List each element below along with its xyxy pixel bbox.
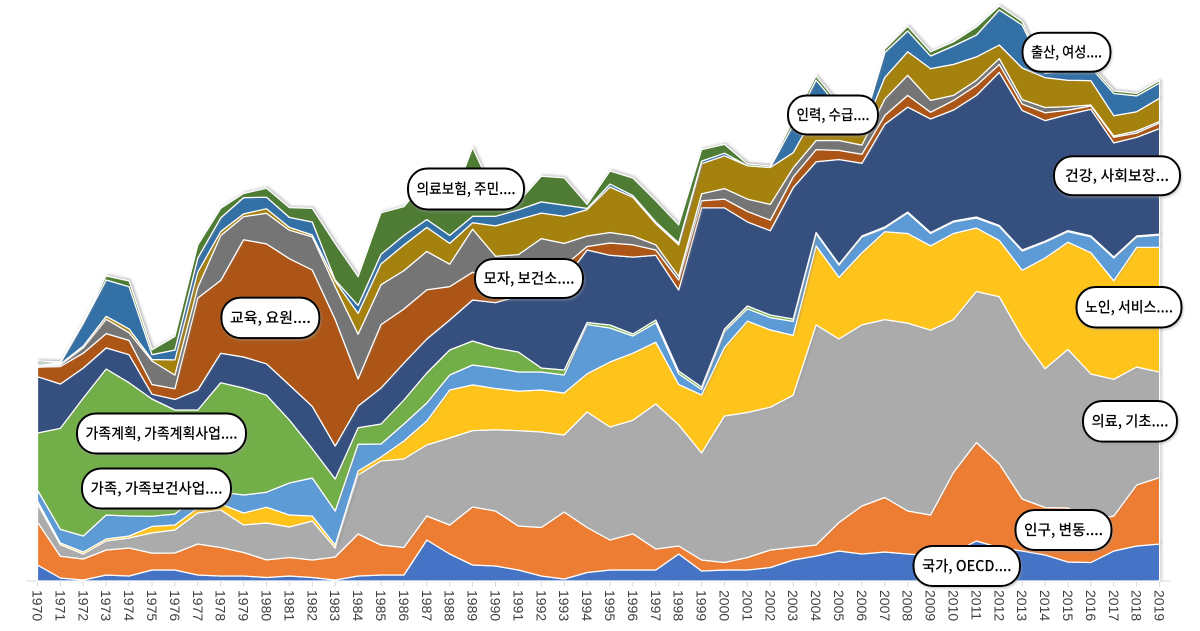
svg-text:1973: 1973 bbox=[98, 590, 114, 621]
svg-text:1991: 1991 bbox=[510, 590, 526, 621]
svg-text:2004: 2004 bbox=[808, 590, 824, 621]
svg-text:2016: 2016 bbox=[1083, 590, 1099, 621]
svg-text:1971: 1971 bbox=[52, 590, 68, 621]
svg-text:1982: 1982 bbox=[304, 590, 320, 621]
svg-text:1972: 1972 bbox=[75, 590, 91, 621]
svg-text:1987: 1987 bbox=[419, 590, 435, 621]
svg-text:1983: 1983 bbox=[327, 590, 343, 621]
svg-text:1985: 1985 bbox=[373, 590, 389, 621]
svg-text:2007: 2007 bbox=[877, 590, 893, 621]
svg-text:2011: 2011 bbox=[968, 590, 984, 620]
svg-text:1977: 1977 bbox=[190, 590, 206, 621]
svg-text:2017: 2017 bbox=[1106, 590, 1122, 621]
svg-text:1996: 1996 bbox=[625, 590, 641, 621]
svg-text:2009: 2009 bbox=[923, 590, 939, 621]
svg-text:2003: 2003 bbox=[785, 590, 801, 621]
svg-text:2010: 2010 bbox=[946, 590, 962, 621]
svg-text:1989: 1989 bbox=[465, 590, 481, 621]
svg-text:1997: 1997 bbox=[648, 590, 664, 621]
svg-text:1984: 1984 bbox=[350, 590, 366, 621]
svg-text:1979: 1979 bbox=[236, 590, 252, 621]
svg-text:2001: 2001 bbox=[739, 590, 755, 621]
svg-text:1974: 1974 bbox=[121, 590, 137, 621]
svg-text:1994: 1994 bbox=[579, 590, 595, 621]
svg-text:1981: 1981 bbox=[281, 590, 297, 621]
svg-text:1990: 1990 bbox=[488, 590, 504, 621]
svg-text:1986: 1986 bbox=[396, 590, 412, 621]
svg-text:2012: 2012 bbox=[991, 590, 1007, 621]
svg-text:1995: 1995 bbox=[602, 590, 618, 621]
svg-text:1999: 1999 bbox=[694, 590, 710, 621]
svg-text:1978: 1978 bbox=[213, 590, 229, 621]
svg-text:1988: 1988 bbox=[442, 590, 458, 621]
svg-text:2005: 2005 bbox=[831, 590, 847, 621]
svg-text:2008: 2008 bbox=[900, 590, 916, 621]
svg-text:2019: 2019 bbox=[1152, 590, 1168, 621]
svg-text:1992: 1992 bbox=[533, 590, 549, 621]
svg-text:2013: 2013 bbox=[1014, 590, 1030, 621]
svg-text:2002: 2002 bbox=[762, 590, 778, 621]
svg-text:2006: 2006 bbox=[854, 590, 870, 621]
svg-text:1970: 1970 bbox=[30, 590, 46, 621]
svg-text:2018: 2018 bbox=[1129, 590, 1145, 621]
svg-text:1998: 1998 bbox=[671, 590, 687, 621]
svg-text:1980: 1980 bbox=[259, 590, 275, 621]
svg-text:2000: 2000 bbox=[717, 590, 733, 621]
svg-text:1975: 1975 bbox=[144, 590, 160, 621]
svg-text:1976: 1976 bbox=[167, 590, 183, 621]
svg-text:2014: 2014 bbox=[1037, 590, 1053, 621]
svg-text:1993: 1993 bbox=[556, 590, 572, 621]
svg-text:2015: 2015 bbox=[1060, 590, 1076, 621]
